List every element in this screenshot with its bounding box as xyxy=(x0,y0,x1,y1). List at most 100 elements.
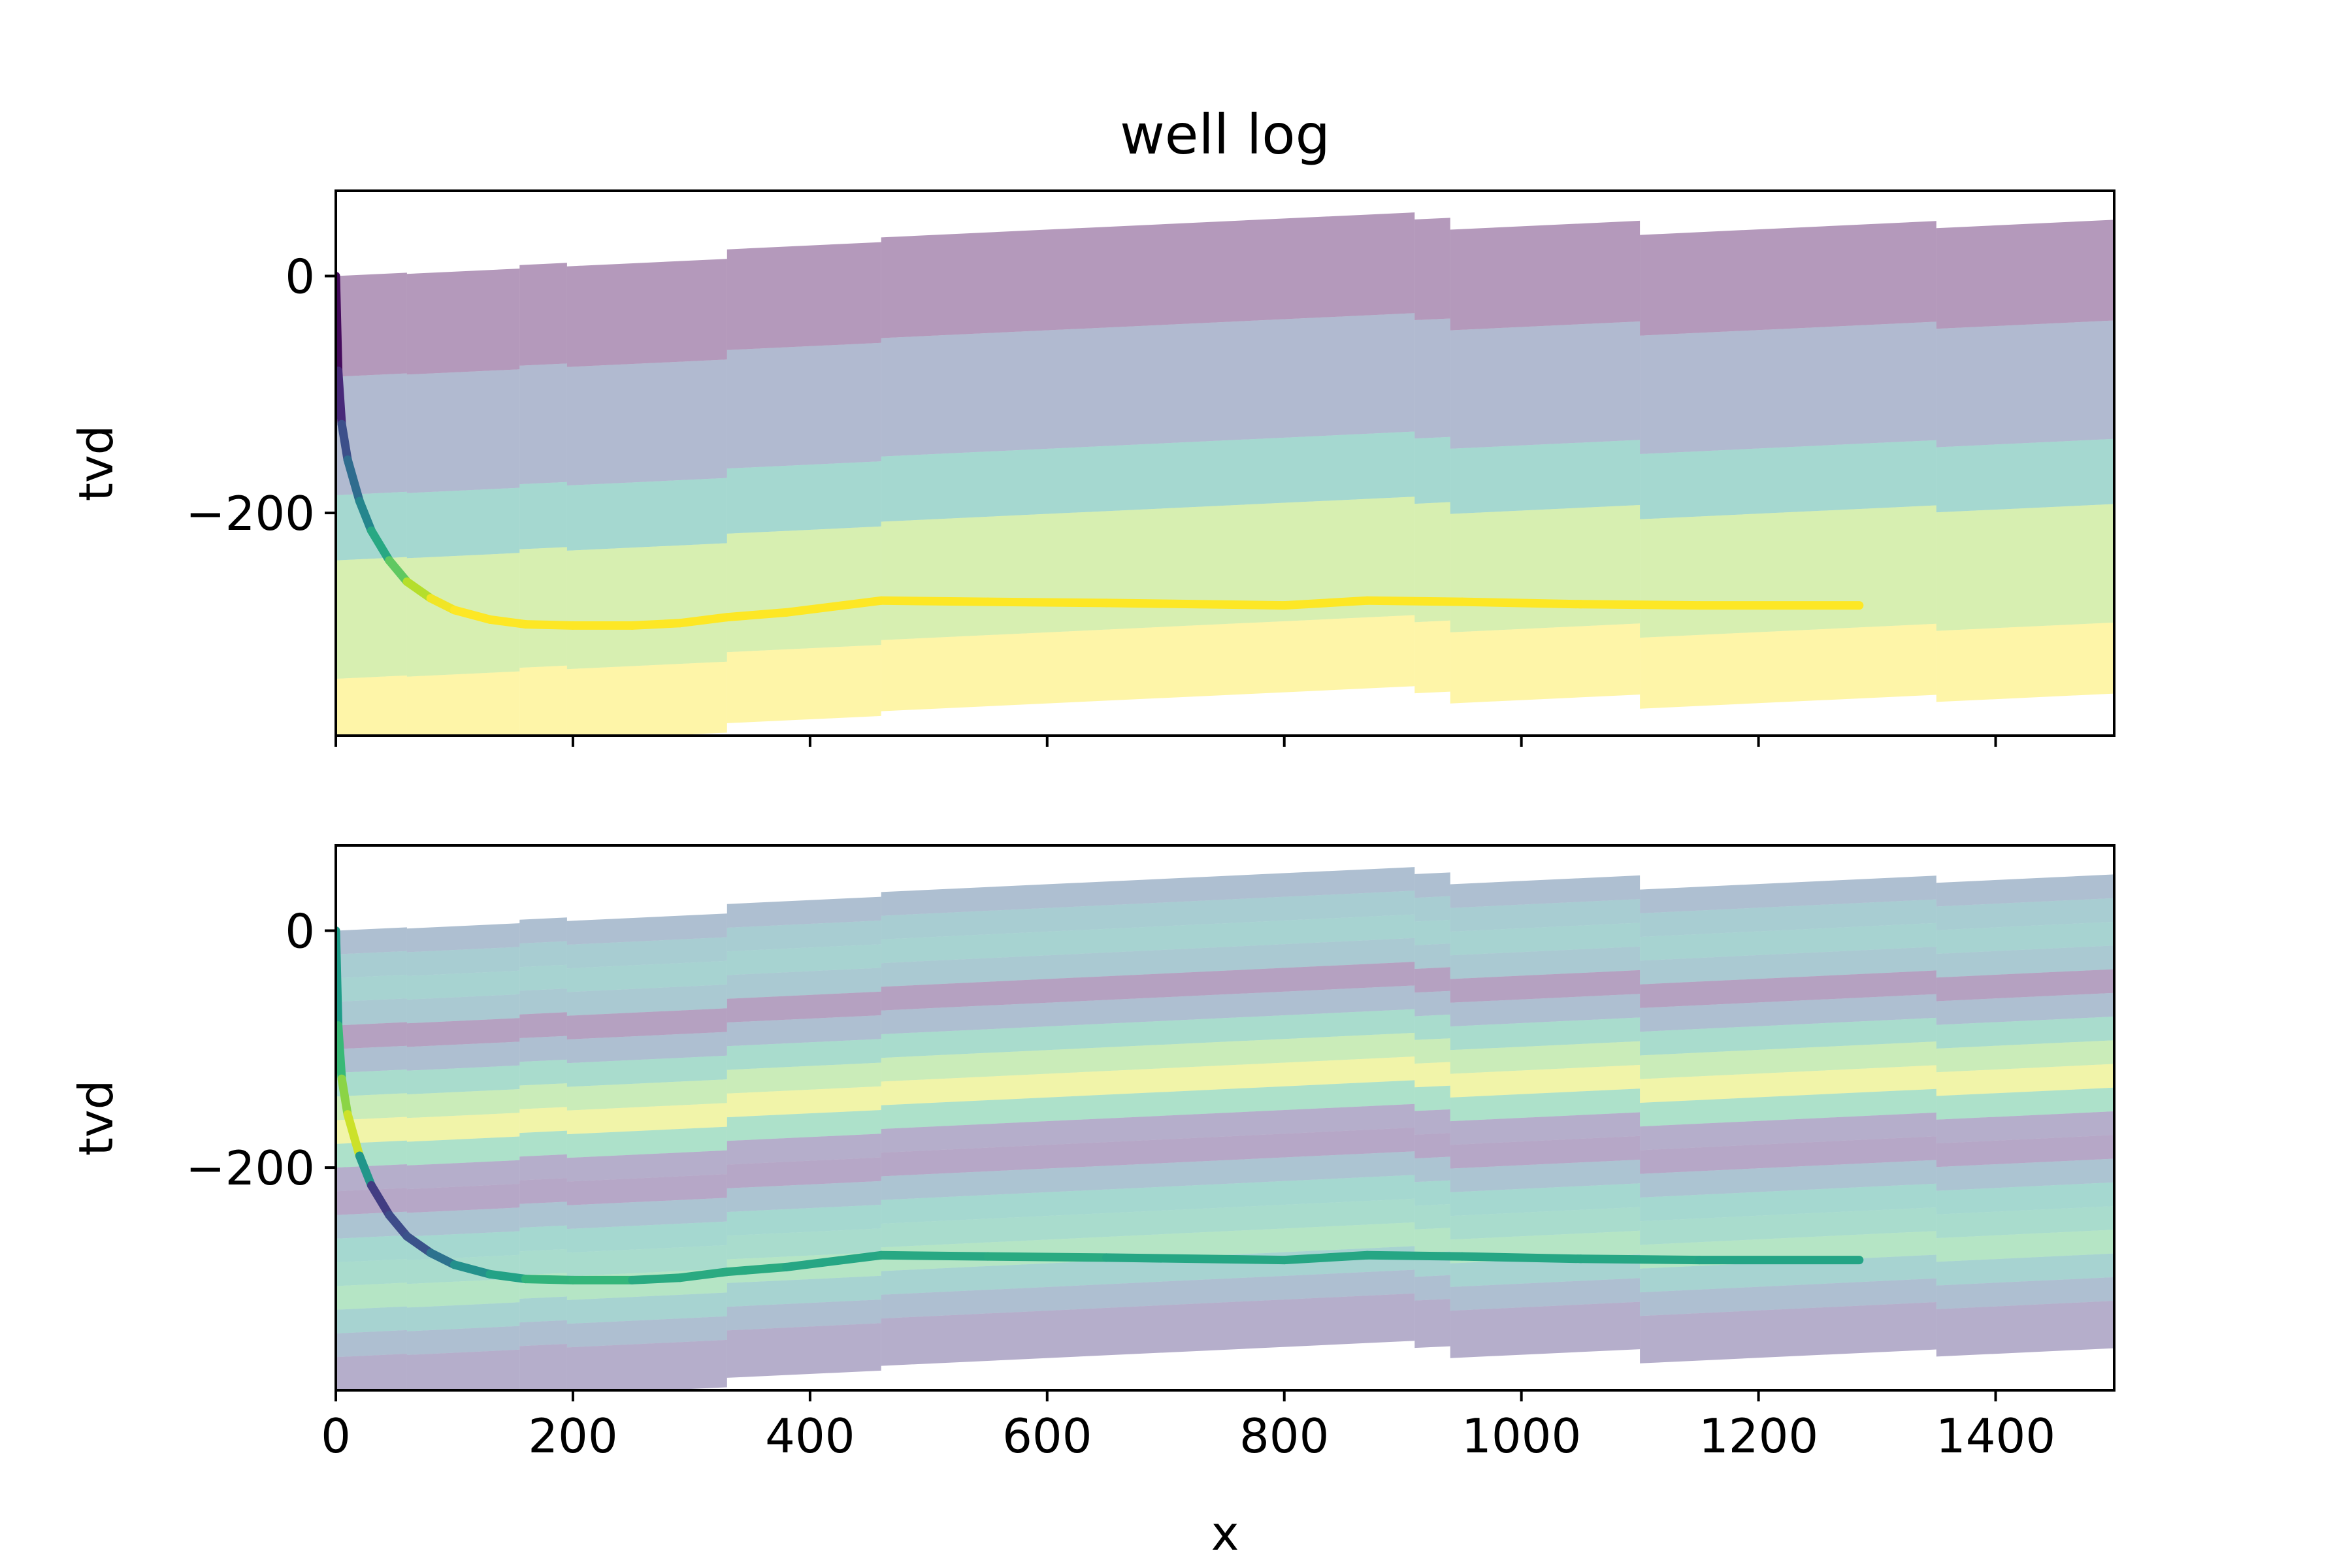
axes-bottom: 0 200 400 600 800 1000 1200 1400 0 −200 tvd x xyxy=(69,844,2115,1561)
well-path-segment xyxy=(402,577,435,603)
stratum-band-6-segment-0 xyxy=(336,1070,407,1097)
well-path-top xyxy=(336,272,1864,630)
stratum-band-11-segment-6 xyxy=(1414,1133,1450,1159)
stratum-band-17-segment-5 xyxy=(881,1269,1415,1319)
stratum-band-13-segment-5 xyxy=(881,1175,1415,1224)
stratum-band-1-segment-8 xyxy=(1640,899,1936,938)
stratum-band-11-segment-3 xyxy=(566,1174,727,1205)
stratum-band-12-segment-4 xyxy=(727,1181,881,1213)
stratum-band-1-segment-6 xyxy=(1414,318,1450,439)
stratum-band-4-segment-4 xyxy=(727,991,881,1022)
well-path-segment xyxy=(723,608,791,622)
y-axis-ticks-top: 0 −200 xyxy=(186,250,336,541)
stratum-band-4-segment-0 xyxy=(336,675,407,736)
stratum-band-9-segment-7 xyxy=(1450,1088,1641,1122)
stratum-band-1-segment-3 xyxy=(566,359,727,486)
well-path-segment xyxy=(877,596,992,606)
stratum-band-1-segment-9 xyxy=(1936,898,2114,930)
stratum-band-4-segment-2 xyxy=(519,665,567,736)
well-path-segment xyxy=(485,1269,530,1284)
stratum-band-4-segment-8 xyxy=(1640,970,1936,1008)
stratum-band-14-segment-8 xyxy=(1640,1207,1936,1245)
stratum-band-17-segment-2 xyxy=(519,1320,567,1347)
stratum-band-7-segment-6 xyxy=(1414,1038,1450,1064)
stratum-band-18-segment-0 xyxy=(336,1354,407,1390)
stratum-band-0-segment-0 xyxy=(336,927,407,955)
stratum-band-14-segment-9 xyxy=(1936,1206,2114,1239)
stratum-band-8-segment-8 xyxy=(1640,1065,1936,1103)
stratum-band-14-segment-6 xyxy=(1414,1204,1450,1230)
stratum-band-6-segment-9 xyxy=(1936,1017,2114,1049)
stratum-band-12-segment-8 xyxy=(1640,1160,1936,1198)
well-path-segment xyxy=(367,526,394,565)
stratum-band-0-segment-6 xyxy=(1414,872,1450,898)
stratum-band-8-segment-9 xyxy=(1936,1064,2114,1096)
stratum-band-8-segment-2 xyxy=(519,1107,567,1134)
well-path-segment xyxy=(343,1110,364,1160)
stratum-band-17-segment-1 xyxy=(406,1326,520,1355)
stratum-band-6-segment-3 xyxy=(566,1055,727,1087)
stratum-band-6-segment-8 xyxy=(1640,1017,1936,1056)
well-path-segment xyxy=(723,1262,791,1277)
stratum-band-10-segment-1 xyxy=(406,1160,520,1190)
stratum-band-2-segment-3 xyxy=(566,960,727,992)
well-path-segment xyxy=(1458,1252,1585,1264)
stratum-band-7-segment-9 xyxy=(1936,1040,2114,1073)
stratum-band-17-segment-6 xyxy=(1414,1275,1450,1301)
y-tick-label: 0 xyxy=(285,250,315,304)
stratum-band-15-segment-1 xyxy=(406,1279,520,1308)
stratum-band-12-segment-2 xyxy=(519,1201,567,1228)
strata-layers-top xyxy=(336,212,2114,736)
well-path-segment xyxy=(983,597,1111,608)
stratum-band-3-segment-3 xyxy=(566,985,727,1016)
stratum-band-3-segment-6 xyxy=(1414,943,1450,969)
stratum-band-1-segment-6 xyxy=(1414,896,1450,922)
stratum-band-4-segment-3 xyxy=(566,661,727,736)
stratum-band-9-segment-2 xyxy=(519,1130,567,1157)
stratum-band-17-segment-3 xyxy=(566,1316,727,1348)
stratum-band-16-segment-4 xyxy=(727,1275,881,1307)
stratum-band-17-segment-7 xyxy=(1450,1278,1641,1311)
y-tick-label: 0 xyxy=(285,904,315,959)
stratum-band-9-segment-5 xyxy=(881,1080,1415,1129)
stratum-band-2-segment-2 xyxy=(519,482,567,549)
stratum-band-4-segment-2 xyxy=(519,1012,567,1038)
stratum-band-3-segment-0 xyxy=(336,998,407,1026)
stratum-band-1-segment-7 xyxy=(1450,899,1641,932)
stratum-band-3-segment-0 xyxy=(336,557,407,679)
stratum-band-1-segment-2 xyxy=(519,941,567,968)
stratum-band-9-segment-1 xyxy=(406,1136,520,1166)
well-path-segment xyxy=(385,556,412,586)
stratum-band-17-segment-9 xyxy=(1936,1277,2114,1309)
stratum-band-2-segment-7 xyxy=(1450,923,1641,956)
stratum-band-7-segment-4 xyxy=(727,1062,881,1094)
stratum-band-1-segment-0 xyxy=(336,951,407,979)
stratum-band-14-segment-2 xyxy=(519,1249,567,1275)
stratum-band-8-segment-1 xyxy=(406,1113,520,1142)
axes-frame-bottom xyxy=(335,844,2115,1392)
stratum-band-4-segment-5 xyxy=(881,615,1415,711)
x-tick-label: 400 xyxy=(765,1409,855,1463)
x-tick-label: 800 xyxy=(1239,1409,1329,1463)
stratum-band-3-segment-7 xyxy=(1450,946,1641,979)
stratum-band-3-segment-7 xyxy=(1450,505,1641,632)
stratum-band-17-segment-0 xyxy=(336,1330,407,1358)
stratum-band-4-segment-4 xyxy=(727,645,881,723)
stratum-band-1-segment-1 xyxy=(406,947,520,976)
stratum-band-0-segment-8 xyxy=(1640,221,1936,336)
y-tick-label: −200 xyxy=(186,1141,315,1196)
y-tick-label: −200 xyxy=(186,486,315,541)
well-path-segment xyxy=(1363,1250,1467,1261)
stratum-band-1-segment-1 xyxy=(406,369,520,493)
stratum-band-8-segment-6 xyxy=(1414,1062,1450,1088)
stratum-band-0-segment-6 xyxy=(1414,218,1450,320)
well-path-segment xyxy=(343,455,364,506)
well-path-segment xyxy=(1363,596,1467,606)
stratum-band-3-segment-6 xyxy=(1414,502,1450,623)
stratum-band-3-segment-8 xyxy=(1640,505,1936,638)
stratum-band-9-segment-3 xyxy=(566,1126,727,1158)
stratum-band-9-segment-6 xyxy=(1414,1085,1450,1111)
x-tick-label: 1000 xyxy=(1462,1409,1581,1463)
stratum-band-2-segment-8 xyxy=(1640,440,1936,519)
well-path-segment xyxy=(402,1232,435,1258)
